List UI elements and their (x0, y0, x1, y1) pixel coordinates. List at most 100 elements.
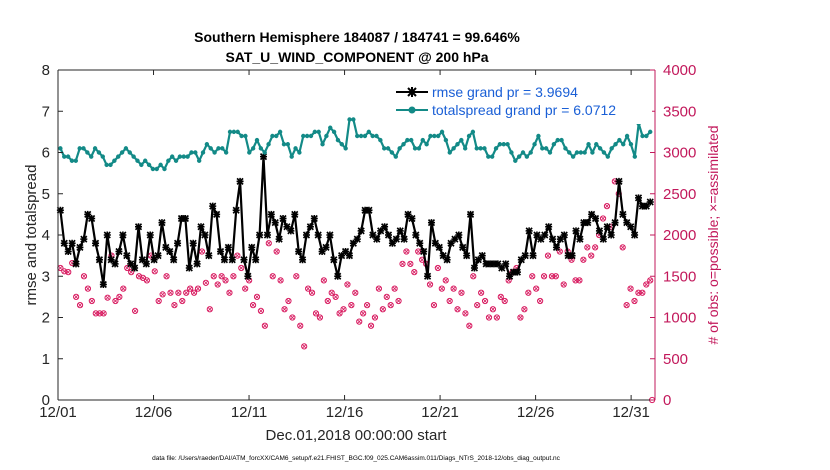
totalspread-point (505, 142, 510, 147)
totalspread-point (447, 150, 452, 155)
totalspread-point (382, 146, 387, 151)
rmse-point (631, 231, 639, 239)
obs-assimilated-mark (577, 278, 582, 283)
obs-possible-point (533, 285, 540, 292)
obs-assimilated-mark (89, 298, 94, 304)
data-file-footer: data file: /Users/raeder/DAI/ATM_forcXX/… (152, 455, 561, 462)
y-right-tick-label: 2500 (663, 186, 696, 203)
obs-assimilated-mark (321, 278, 326, 283)
obs-possible-point (387, 302, 394, 309)
obs-possible-point (234, 252, 241, 259)
obs-assimilated-mark (361, 311, 366, 316)
totalspread-point (559, 137, 564, 143)
rmse-point (646, 198, 654, 206)
rmse-point (197, 223, 205, 231)
totalspread-point (594, 142, 599, 147)
obs-possible-point (454, 306, 461, 313)
rmse-point (560, 231, 568, 239)
obs-assimilated-mark (589, 253, 594, 258)
totalspread-point (227, 129, 233, 135)
rmse-point (353, 235, 361, 243)
rmse-point (236, 177, 244, 185)
rmse-point (271, 219, 279, 227)
totalspread-point (254, 137, 260, 143)
legend-box (392, 78, 652, 124)
obs-possible-point (348, 302, 355, 309)
totalspread-point (204, 142, 210, 147)
rmse-point (572, 227, 580, 235)
rmse-point (392, 235, 400, 243)
totalspread-point (185, 154, 190, 159)
rmse-point (470, 264, 479, 272)
rmse-point (131, 264, 139, 272)
totalspread-point (621, 142, 626, 147)
totalspread-point (424, 142, 429, 147)
totalspread-point (181, 154, 186, 159)
obs-assimilated-mark (353, 290, 358, 295)
obs-assimilated-mark (376, 286, 381, 291)
totalspread-point (401, 142, 406, 147)
obs-possible-point (104, 294, 111, 301)
obs-assimilated-mark (553, 274, 558, 279)
totalspread-point (301, 133, 306, 139)
totalspread-point (412, 146, 418, 151)
totalspread-point (520, 150, 526, 155)
x-axis-label: Dec.01,2018 00:00:00 start (266, 427, 448, 444)
totalspread-point (374, 133, 379, 139)
rmse-point (365, 206, 373, 214)
totalspread-point (166, 158, 171, 163)
obs-assimilated-mark (459, 290, 464, 295)
obs-possible-point (426, 281, 434, 288)
obs-assimilated-mark (486, 315, 492, 320)
obs-possible-point (481, 297, 489, 305)
obs-assimilated-mark (479, 290, 484, 295)
totalspread-point (196, 158, 202, 163)
rmse-point (154, 252, 162, 260)
obs-assimilated-mark (427, 282, 433, 287)
obs-possible-point (438, 285, 445, 292)
obs-assimilated-mark (313, 311, 319, 316)
legend-spread-marker (408, 106, 416, 114)
rmse-point (314, 231, 322, 239)
totalspread-point (466, 133, 472, 139)
obs-possible-point (190, 289, 198, 296)
rmse-point (287, 227, 295, 235)
rmse-point (478, 252, 486, 260)
rmse-point (521, 252, 529, 260)
totalspread-point (119, 150, 125, 155)
obs-assimilated-mark (266, 241, 271, 246)
rmse-point (545, 223, 553, 231)
obs-possible-point (430, 302, 438, 309)
rmse-point (244, 272, 252, 280)
obs-assimilated-mark (133, 308, 138, 313)
obs-possible-point (222, 277, 229, 284)
y-left-tick-label: 1 (42, 351, 50, 368)
rmse-point (408, 214, 416, 223)
rmse-point (72, 260, 80, 268)
obs-assimilated-mark (561, 282, 566, 287)
rmse-point (256, 231, 264, 239)
obs-possible-point (316, 314, 324, 321)
obs-assimilated-mark (258, 308, 264, 313)
totalspread-point (378, 137, 383, 143)
obs-possible-point (242, 285, 249, 292)
totalspread-point (343, 146, 348, 151)
rmse-point (263, 231, 271, 239)
obs-possible-point (265, 240, 272, 247)
obs-possible-point (238, 264, 245, 272)
rmse-point (416, 239, 424, 247)
obs-assimilated-mark (278, 278, 283, 283)
rmse-point (619, 210, 627, 218)
obs-possible-point (352, 289, 359, 296)
y-axis-left-label: rmse and totalspread (23, 165, 40, 306)
rmse-point (201, 231, 209, 239)
obs-assimilated-mark (235, 253, 240, 258)
obs-assimilated-mark (640, 290, 645, 295)
totalspread-point (289, 154, 294, 159)
obs-possible-point (305, 285, 312, 292)
totalspread-point (69, 158, 75, 163)
axis-ticks: 12/01 12/06 12/11 12/16 12/21 12/26 12/31 0 1 2 3 4… (39, 62, 696, 421)
rmse-point (193, 260, 201, 268)
obs-assimilated-mark (113, 298, 118, 304)
